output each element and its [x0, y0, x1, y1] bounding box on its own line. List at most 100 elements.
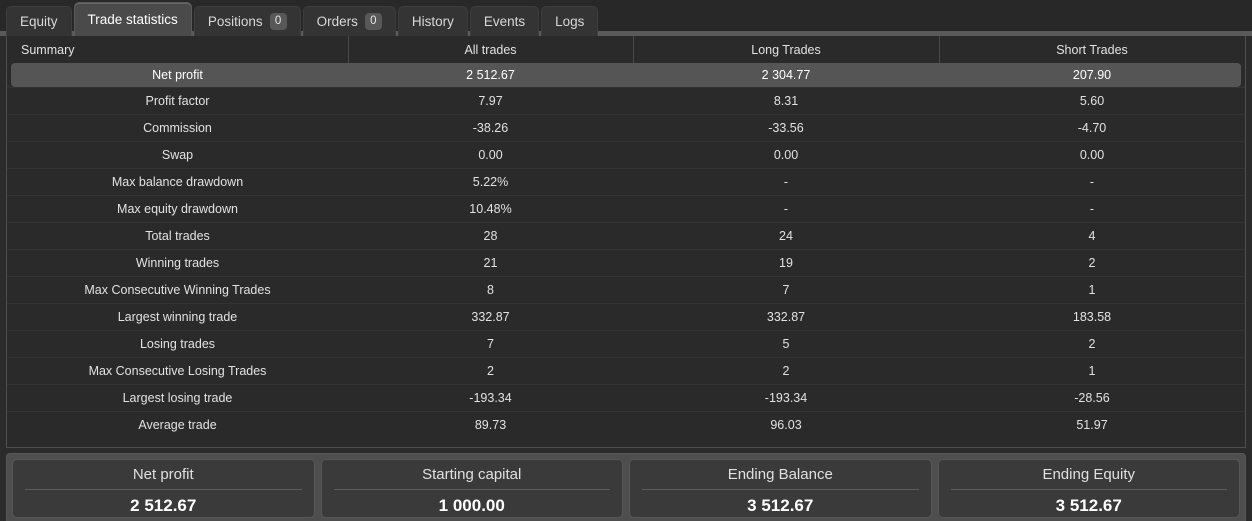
table-body: Net profit 2 512.67 2 304.77 207.90 Profit f… — [7, 63, 1245, 438]
cell-long-trades: 2 — [633, 356, 939, 384]
cell-long-trades: 7 — [633, 275, 939, 303]
summary-cards: Net profit 2 512.67 Starting capital 1 000.… — [6, 453, 1246, 521]
tab-equity[interactable]: Equity — [6, 6, 72, 36]
table-row[interactable]: Average trade 89.73 96.03 51.97 — [7, 410, 1245, 438]
table-header-row: Summary All trades Long Trades Short Tra… — [7, 36, 1245, 63]
summary-card-value: 3 512.67 — [747, 496, 814, 515]
tab-positions[interactable]: Positions 0 — [193, 6, 301, 36]
cell-short-trades: 183.58 — [939, 302, 1245, 330]
cell-short-trades: 4 — [939, 221, 1245, 249]
row-label: Max equity drawdown — [7, 194, 348, 222]
summary-card-ending-equity: Ending Equity 3 512.67 — [937, 459, 1240, 518]
tab-label: Orders — [316, 14, 358, 29]
summary-card-title: Ending Balance — [642, 464, 919, 490]
table-row[interactable]: Total trades 28 24 4 — [7, 221, 1245, 249]
cell-short-trades: -28.56 — [939, 383, 1245, 411]
table-row[interactable]: Winning trades 21 19 2 — [7, 248, 1245, 276]
cell-all-trades: 0.00 — [348, 140, 633, 168]
row-label: Total trades — [7, 221, 348, 249]
tab-label: Logs — [555, 14, 585, 29]
row-label: Losing trades — [7, 329, 348, 357]
cell-all-trades: 10.48% — [348, 194, 633, 222]
trade-statistics-table: Summary All trades Long Trades Short Tra… — [7, 36, 1245, 438]
row-label: Net profit — [7, 63, 348, 87]
cell-short-trades: - — [939, 167, 1245, 195]
tab-label: Events — [483, 14, 526, 29]
trade-statistics-panel: Summary All trades Long Trades Short Tra… — [6, 36, 1246, 448]
tab-trade-statistics[interactable]: Trade statistics — [73, 2, 192, 36]
cell-short-trades: 1 — [939, 356, 1245, 384]
tab-label: History — [411, 14, 454, 29]
table-row[interactable]: Losing trades 7 5 2 — [7, 329, 1245, 357]
table-header: Summary All trades Long Trades Short Tra… — [7, 36, 1245, 63]
column-header-all-trades[interactable]: All trades — [348, 36, 633, 63]
summary-card-title: Starting capital — [333, 464, 610, 490]
column-header-summary[interactable]: Summary — [7, 36, 348, 63]
cell-long-trades: 0.00 — [633, 140, 939, 168]
cell-all-trades: 7 — [348, 329, 633, 357]
summary-card-value: 1 000.00 — [438, 496, 505, 515]
summary-card-value: 3 512.67 — [1055, 496, 1122, 515]
table-row[interactable]: Commission -38.26 -33.56 -4.70 — [7, 113, 1245, 141]
table-row[interactable]: Largest winning trade 332.87 332.87 183.58 — [7, 302, 1245, 330]
row-label: Swap — [7, 140, 348, 168]
cell-long-trades: 332.87 — [633, 302, 939, 330]
cell-long-trades: - — [633, 167, 939, 195]
summary-card-title: Ending Equity — [950, 464, 1227, 490]
summary-card-net-profit: Net profit 2 512.67 — [12, 459, 315, 518]
table-row[interactable]: Max Consecutive Winning Trades 8 7 1 — [7, 275, 1245, 303]
summary-card-starting-capital: Starting capital 1 000.00 — [320, 459, 623, 518]
column-header-long-trades[interactable]: Long Trades — [633, 36, 939, 63]
row-label: Max balance drawdown — [7, 167, 348, 195]
table-row[interactable]: Max balance drawdown 5.22% - - — [7, 167, 1245, 195]
cell-short-trades: 0.00 — [939, 140, 1245, 168]
table-row[interactable]: Profit factor 7.97 8.31 5.60 — [7, 86, 1245, 114]
cell-all-trades: 332.87 — [348, 302, 633, 330]
cell-long-trades: 8.31 — [633, 86, 939, 114]
cell-all-trades: 8 — [348, 275, 633, 303]
cell-all-trades: 5.22% — [348, 167, 633, 195]
cell-short-trades: 2 — [939, 329, 1245, 357]
table-row[interactable]: Largest losing trade -193.34 -193.34 -28.56 — [7, 383, 1245, 411]
table-bottom-padding — [7, 438, 1245, 447]
row-label: Average trade — [7, 410, 348, 438]
row-label: Largest winning trade — [7, 302, 348, 330]
cell-all-trades: -38.26 — [348, 113, 633, 141]
row-label: Largest losing trade — [7, 383, 348, 411]
cell-short-trades: - — [939, 194, 1245, 222]
tab-badge-count: 0 — [269, 13, 287, 30]
cell-all-trades: 2 — [348, 356, 633, 384]
tab-label: Positions — [207, 14, 263, 29]
cell-short-trades: -4.70 — [939, 113, 1245, 141]
cell-short-trades: 1 — [939, 275, 1245, 303]
cell-long-trades: -33.56 — [633, 113, 939, 141]
tab-events[interactable]: Events — [469, 6, 540, 36]
cell-long-trades: - — [633, 194, 939, 222]
cell-all-trades: 7.97 — [348, 86, 633, 114]
table-row[interactable]: Net profit 2 512.67 2 304.77 207.90 — [7, 63, 1245, 87]
table-row[interactable]: Swap 0.00 0.00 0.00 — [7, 140, 1245, 168]
tab-badge-count: 0 — [364, 13, 382, 30]
summary-card-value: 2 512.67 — [130, 496, 197, 515]
cell-long-trades: 24 — [633, 221, 939, 249]
tab-logs[interactable]: Logs — [541, 6, 599, 36]
row-label: Max Consecutive Losing Trades — [7, 356, 348, 384]
cell-long-trades: 5 — [633, 329, 939, 357]
tab-history[interactable]: History — [397, 6, 468, 36]
row-label: Commission — [7, 113, 348, 141]
cell-long-trades: 2 304.77 — [633, 63, 939, 87]
cell-long-trades: 96.03 — [633, 410, 939, 438]
cell-all-trades: -193.34 — [348, 383, 633, 411]
table-row[interactable]: Max equity drawdown 10.48% - - — [7, 194, 1245, 222]
tab-label: Trade statistics — [87, 12, 178, 27]
tab-bar: Equity Trade statistics Positions 0 Orders 0 H… — [0, 0, 1252, 36]
cell-short-trades: 2 — [939, 248, 1245, 276]
tab-label: Equity — [20, 14, 58, 29]
cell-all-trades: 89.73 — [348, 410, 633, 438]
row-label: Profit factor — [7, 86, 348, 114]
cell-all-trades: 2 512.67 — [348, 63, 633, 87]
table-row[interactable]: Max Consecutive Losing Trades 2 2 1 — [7, 356, 1245, 384]
tab-orders[interactable]: Orders 0 — [302, 6, 396, 36]
column-header-short-trades[interactable]: Short Trades — [939, 36, 1245, 63]
summary-card-ending-balance: Ending Balance 3 512.67 — [629, 459, 932, 518]
